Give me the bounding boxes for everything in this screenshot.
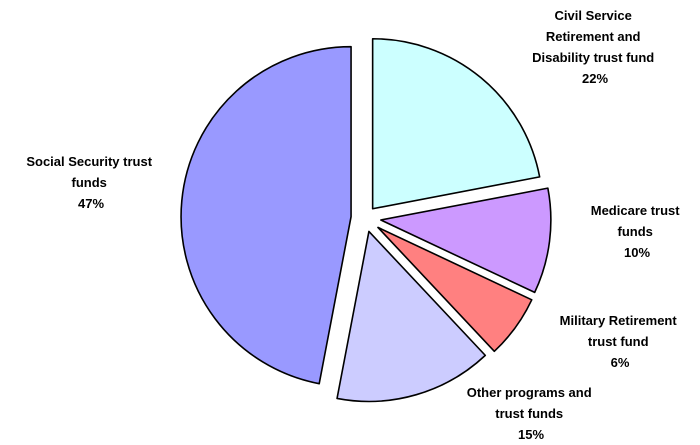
label-other-programs-percent: 15%: [518, 427, 544, 442]
pie-slice-civil-service: [371, 37, 541, 210]
label-social-security-percent: 47%: [78, 196, 104, 211]
label-medicare: Medicare trust funds 10%: [591, 203, 684, 260]
label-social-security-line-2: funds: [71, 175, 106, 190]
label-civil-service-percent: 22%: [582, 71, 608, 86]
label-other-programs-line-2: trust funds: [495, 406, 563, 421]
label-social-security-line-1: Social Security trust: [26, 154, 152, 169]
label-civil-service-line-1: Civil Service: [555, 8, 632, 23]
pie-slice-military-retirement: [377, 226, 533, 353]
label-medicare-line-1: Medicare trust: [591, 203, 681, 218]
label-military-retirement-line-1: Military Retirement: [560, 313, 678, 328]
label-medicare-line-2: funds: [617, 224, 652, 239]
label-civil-service-line-3: Disability trust fund: [532, 50, 654, 65]
label-other-programs: Other programs and trust funds 15%: [467, 385, 596, 442]
label-military-retirement: Military Retirement trust fund 6%: [560, 313, 681, 370]
label-military-retirement-percent: 6%: [611, 355, 630, 370]
label-civil-service: Civil Service Retirement and Disability …: [532, 8, 658, 86]
label-civil-service-line-2: Retirement and: [546, 29, 641, 44]
label-medicare-percent: 10%: [624, 245, 650, 260]
pie-slice-social-security: [180, 45, 352, 385]
label-social-security: Social Security trust funds 47%: [26, 154, 155, 211]
label-military-retirement-line-2: trust fund: [588, 334, 649, 349]
label-other-programs-line-1: Other programs and: [467, 385, 592, 400]
pie-slice-medicare: [380, 187, 552, 294]
pie-slices: [180, 37, 552, 403]
pie-slice-other-programs: [336, 230, 487, 403]
